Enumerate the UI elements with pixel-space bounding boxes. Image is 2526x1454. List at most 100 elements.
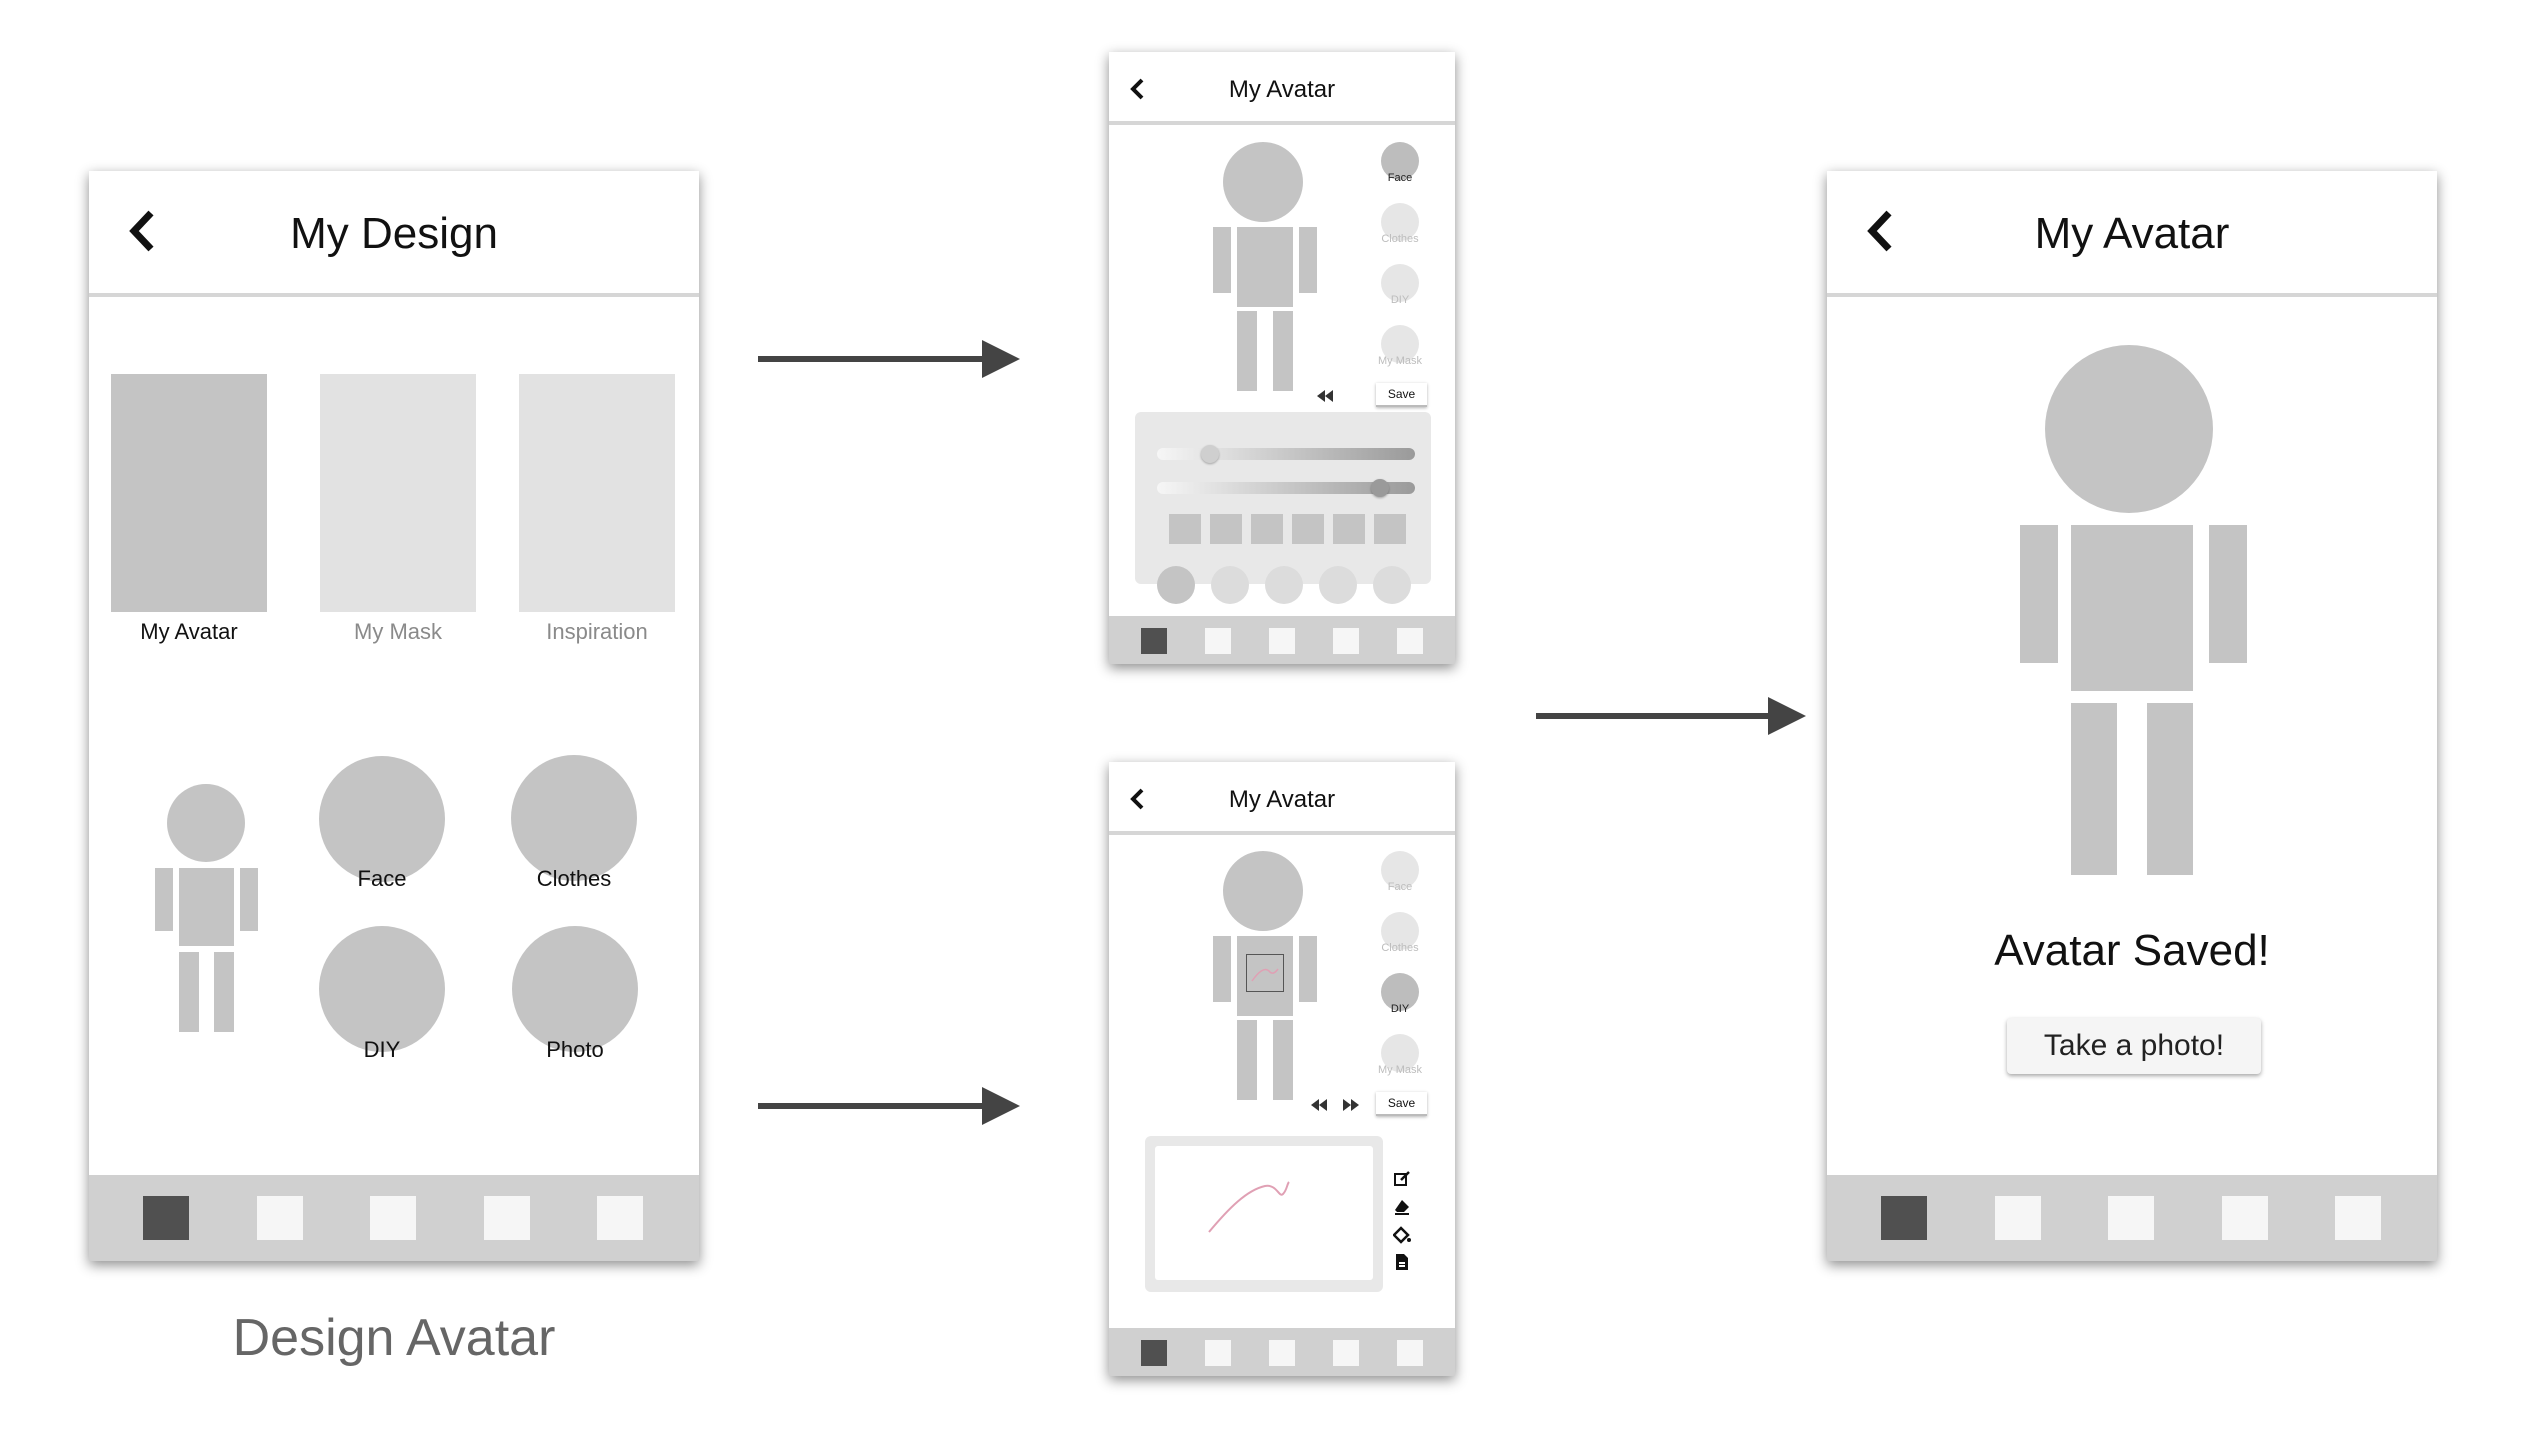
- side-option-label: My Mask: [1378, 355, 1422, 367]
- tab-3[interactable]: [2108, 1196, 2154, 1240]
- tab-1[interactable]: [143, 1196, 189, 1240]
- side-option-face[interactable]: [1381, 851, 1419, 889]
- avatar-arm-right: [1299, 227, 1317, 293]
- tab-2[interactable]: [257, 1196, 303, 1240]
- card-label: My Avatar: [140, 619, 238, 644]
- swatch[interactable]: [1210, 514, 1242, 544]
- tab-4[interactable]: [1333, 1340, 1359, 1366]
- avatar-arm-right: [240, 868, 258, 931]
- side-option-label: Clothes: [1381, 942, 1419, 954]
- arrow-line: [758, 356, 984, 362]
- header: My Avatar: [1109, 52, 1455, 125]
- avatar-leg-left: [2071, 703, 2117, 875]
- preset-option[interactable]: [1373, 566, 1411, 604]
- save-button[interactable]: Save: [1376, 1092, 1427, 1116]
- option-face[interactable]: [319, 756, 445, 882]
- chevron-left-icon: [129, 210, 154, 252]
- rewind-button[interactable]: [1315, 388, 1335, 404]
- take-photo-label: Take a photo!: [2043, 1029, 2225, 1062]
- tab-1[interactable]: [1141, 628, 1167, 654]
- save-label: Save: [1387, 387, 1416, 401]
- side-option-label: My Mask: [1378, 1064, 1422, 1076]
- forward-button[interactable]: [1341, 1097, 1361, 1113]
- arrow-line: [1536, 713, 1770, 719]
- slider-track[interactable]: [1157, 448, 1415, 460]
- avatar-arm-left: [1213, 936, 1231, 1002]
- bottom-tab-bar: [1827, 1175, 2437, 1261]
- preset-option[interactable]: [1157, 566, 1195, 604]
- side-option-label: Face: [1387, 881, 1413, 893]
- tab-3[interactable]: [1269, 628, 1295, 654]
- preset-option[interactable]: [1319, 566, 1357, 604]
- card-inspiration[interactable]: [519, 374, 675, 612]
- file-tool[interactable]: [1394, 1253, 1410, 1271]
- swatch[interactable]: [1292, 514, 1324, 544]
- option-clothes[interactable]: [511, 755, 637, 881]
- preset-option[interactable]: [1211, 566, 1249, 604]
- tab-3[interactable]: [1269, 1340, 1295, 1366]
- tab-2[interactable]: [1205, 1340, 1231, 1366]
- side-option-diy[interactable]: [1381, 264, 1419, 302]
- tab-3[interactable]: [370, 1196, 416, 1240]
- edit-tool[interactable]: [1393, 1170, 1411, 1188]
- side-option-my-mask[interactable]: [1381, 325, 1419, 363]
- slider-handle[interactable]: [1371, 479, 1389, 497]
- side-option-label: DIY: [1390, 1003, 1410, 1015]
- file-icon: [1396, 1254, 1408, 1270]
- tab-1[interactable]: [1881, 1196, 1927, 1240]
- bottom-tab-bar: [1109, 1328, 1455, 1376]
- slider-track[interactable]: [1157, 482, 1415, 494]
- rewind-icon: [1317, 390, 1333, 402]
- side-option-my-mask[interactable]: [1381, 1034, 1419, 1072]
- paint-bucket-icon: [1392, 1226, 1411, 1244]
- side-option-diy[interactable]: [1381, 973, 1419, 1011]
- tab-5[interactable]: [2335, 1196, 2381, 1240]
- tab-4[interactable]: [2222, 1196, 2268, 1240]
- card-my-mask[interactable]: [320, 374, 476, 612]
- swatch[interactable]: [1169, 514, 1201, 544]
- tab-5[interactable]: [597, 1196, 643, 1240]
- tab-5[interactable]: [1397, 628, 1423, 654]
- swatch[interactable]: [1251, 514, 1283, 544]
- header: My Avatar: [1109, 762, 1455, 835]
- side-option-label: Face: [1387, 172, 1413, 184]
- eraser-tool[interactable]: [1393, 1198, 1411, 1216]
- option-photo[interactable]: [512, 926, 638, 1052]
- drawing-canvas[interactable]: [1155, 1146, 1373, 1280]
- avatar-arm-right: [1299, 936, 1317, 1002]
- bottom-tab-bar: [89, 1175, 699, 1261]
- eraser-icon: [1395, 1200, 1409, 1215]
- avatar-arm-left: [2020, 525, 2058, 663]
- back-button[interactable]: [1865, 209, 1895, 253]
- tab-4[interactable]: [484, 1196, 530, 1240]
- rewind-button[interactable]: [1309, 1097, 1329, 1113]
- tab-4[interactable]: [1333, 628, 1359, 654]
- avatar-body: [2071, 525, 2193, 691]
- tab-2[interactable]: [1205, 628, 1231, 654]
- tab-2[interactable]: [1995, 1196, 2041, 1240]
- tab-1[interactable]: [1141, 1340, 1167, 1366]
- avatar-arm-left: [1213, 227, 1231, 293]
- back-button[interactable]: [1129, 78, 1145, 100]
- fill-tool[interactable]: [1392, 1226, 1411, 1244]
- tab-5[interactable]: [1397, 1340, 1423, 1366]
- swatch[interactable]: [1333, 514, 1365, 544]
- option-diy[interactable]: [319, 926, 445, 1052]
- take-photo-button[interactable]: Take a photo!: [2007, 1018, 2261, 1074]
- side-option-clothes[interactable]: [1381, 912, 1419, 950]
- back-button[interactable]: [127, 209, 157, 253]
- rewind-icon: [1311, 1099, 1327, 1111]
- page-title: My Avatar: [1228, 76, 1336, 103]
- side-option-face[interactable]: [1381, 142, 1419, 180]
- side-option-clothes[interactable]: [1381, 203, 1419, 241]
- preset-option[interactable]: [1265, 566, 1303, 604]
- back-button[interactable]: [1129, 788, 1145, 810]
- card-my-avatar[interactable]: [111, 374, 267, 612]
- page-title: My Avatar: [2034, 209, 2230, 258]
- swatch[interactable]: [1374, 514, 1406, 544]
- save-button[interactable]: Save: [1376, 383, 1427, 407]
- avatar-body: [1237, 227, 1293, 307]
- slider-handle[interactable]: [1201, 445, 1219, 463]
- avatar-leg-right: [1273, 1020, 1293, 1100]
- side-option-label: DIY: [1390, 294, 1410, 306]
